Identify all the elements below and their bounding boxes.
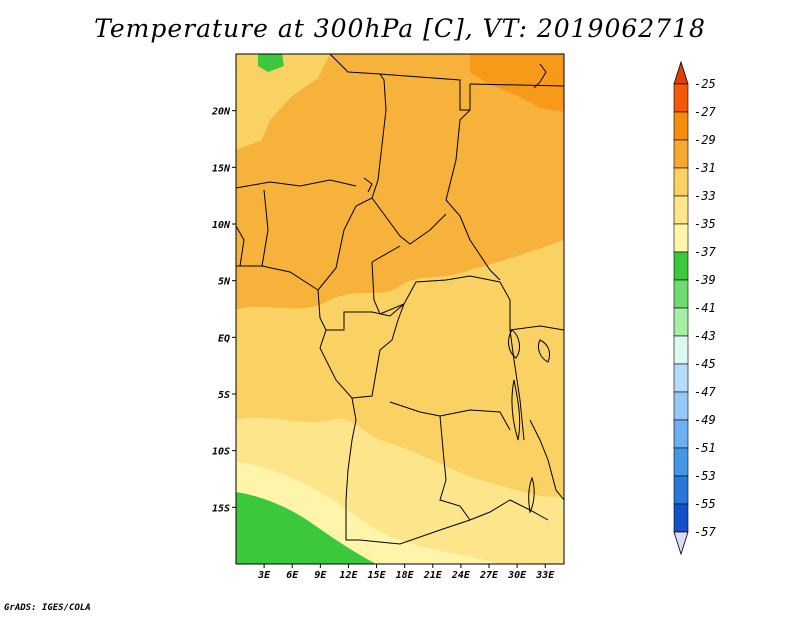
colorbar-label: -37 [694,245,716,259]
lon-tick-label: 27E [479,570,499,581]
colorbar-label: -33 [694,189,716,203]
colorbar-label: -29 [694,133,716,147]
colorbar: -25 -27 -29 -31 -33 -35 -37 -39 -41 -43 -45 -47 -49 -… [673,60,716,556]
colorbar-segment [673,475,689,505]
lat-tick-label: 5S [218,390,230,401]
colorbar-label: -57 [694,525,716,539]
colorbar-label: -41 [694,301,716,315]
colorbar-label: -49 [694,413,716,427]
lakes [363,63,551,514]
colorbar-segment [673,447,689,477]
lon-tick-label: 3E [257,570,271,581]
footer-credit: GrADS: IGES/COLA [4,603,91,613]
lon-tick-label: 33E [535,570,555,581]
lon-tick-label: 30E [507,570,527,581]
field-nw-green [258,54,284,72]
colorbar-label: -39 [694,273,716,287]
lat-tick-label: 15N [212,163,231,174]
colorbar-label: -43 [694,329,716,343]
map-panel [235,53,565,565]
map-frame [235,53,565,565]
lat-tick-label: 10N [212,220,231,231]
colorbar-label: -47 [694,385,716,399]
colorbar-segment [673,251,689,281]
lon-tick-label: 6E [286,570,299,581]
colorbar-label: -27 [694,105,716,119]
lon-tick-label: 18E [396,570,415,581]
lat-tick-label: 5N [218,277,231,288]
colorbar-segment [673,503,689,533]
colorbar-label: -55 [694,497,716,511]
colorbar-bottom-arrow [673,531,689,556]
colorbar-segment [673,223,689,253]
field-north-pale [236,54,330,150]
lon-tick-label: 24E [451,570,471,581]
colorbar-segment [673,419,689,449]
lon-tick-label: 9E [314,570,327,581]
colorbar-label: -51 [694,441,716,455]
lon-tick-label: 15E [368,570,387,581]
colorbar-segment [673,279,689,309]
colorbar-label: -25 [694,77,716,91]
country-borders [235,53,565,545]
colorbar-segment [673,391,689,421]
colorbar-label: -53 [694,469,716,483]
longitude-axis: 3E 6E 9E 12E 15E 18E 21E 24E 27E 30E 33E [257,564,555,581]
colorbar-segment [673,335,689,365]
lat-tick-label: 10S [212,447,230,458]
lon-tick-label: 12E [339,570,358,581]
lon-tick-label: 21E [423,570,443,581]
lat-tick-label: EQ [218,333,230,344]
colorbar-segment [673,195,689,225]
lat-tick-label: 20N [211,107,231,118]
colorbar-segment [673,363,689,393]
colorbar-segment [673,167,689,197]
map-title: Temperature at 300hPa [C], VT: 201906271… [94,14,706,43]
colorbar-top-arrow [673,60,689,85]
colorbar-segment [673,83,689,113]
field-ne-warm [470,54,564,112]
colorbar-label: -45 [694,357,716,371]
colorbar-segment [673,111,689,141]
colorbar-label: -31 [694,161,716,175]
lat-tick-label: 15S [212,503,230,514]
colorbar-label: -35 [694,217,716,231]
latitude-axis: 20N 15N 10N 5N EQ 5S 10S 15S [211,107,236,514]
colorbar-segment [673,307,689,337]
colorbar-segment [673,139,689,169]
field-sw-37 [236,492,376,564]
